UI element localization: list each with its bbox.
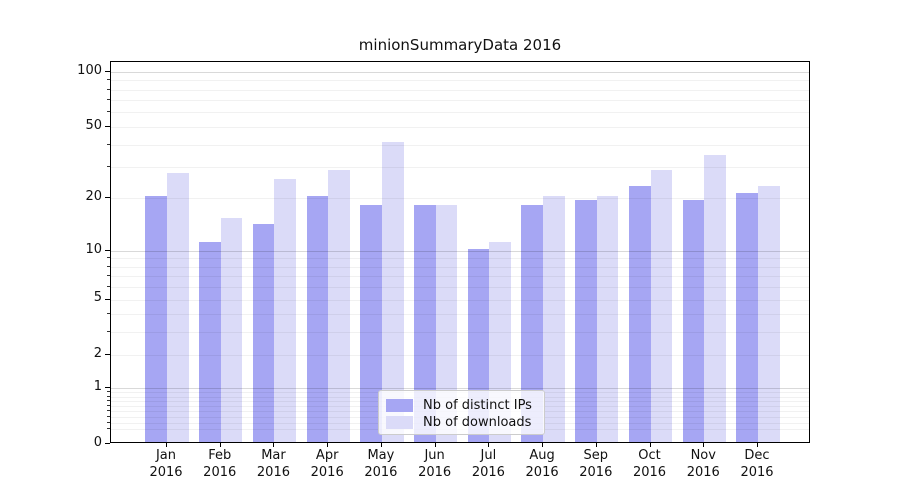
y-minor-tick-mark: [107, 99, 110, 101]
y-tick-label: 5: [93, 290, 102, 306]
x-tick-mark: [649, 443, 651, 447]
y-minor-tick-mark: [107, 313, 110, 315]
y-tick-mark: [105, 197, 110, 199]
x-tick-label: Oct 2016: [632, 448, 667, 480]
bar-nb-of-downloads: [381, 142, 404, 442]
x-tick-label: Jul 2016: [471, 448, 505, 480]
x-tick-label: Jun 2016: [418, 448, 452, 480]
bar-nb-of-downloads: [220, 218, 243, 442]
x-tick-label: May 2016: [364, 448, 398, 480]
x-tick-mark: [488, 443, 490, 447]
y-tick-mark: [105, 443, 110, 444]
y-minor-tick-mark: [107, 111, 110, 113]
x-tick-mark: [434, 443, 436, 447]
x-tick-label: Jan 2016: [149, 448, 183, 480]
x-tick-mark: [166, 443, 167, 447]
y-minor-tick-mark: [107, 410, 110, 412]
bar-nb-of-distinct-ips: [575, 200, 597, 442]
x-tick-mark: [219, 443, 221, 447]
legend-swatch-downloads: [386, 415, 413, 429]
legend-swatch-distinct-ips: [386, 398, 413, 412]
y-tick-label: 100: [77, 62, 102, 78]
x-tick-label: Apr 2016: [310, 448, 344, 480]
x-tick-label: Nov 2016: [686, 448, 720, 480]
y-tick-mark: [105, 125, 110, 127]
bars-layer: [111, 62, 809, 442]
y-tick-mark: [105, 354, 110, 356]
x-tick-label: Feb 2016: [203, 448, 237, 480]
x-tick-mark: [595, 443, 597, 447]
y-minor-tick-mark: [107, 415, 110, 417]
legend-item-downloads: Nb of downloads: [386, 414, 537, 430]
x-tick-mark: [703, 443, 705, 447]
y-minor-tick-mark: [107, 331, 110, 333]
y-minor-tick-mark: [107, 428, 110, 430]
y-tick-label: 2: [93, 346, 102, 362]
bar-nb-of-distinct-ips: [306, 196, 329, 442]
bar-nb-of-downloads: [167, 173, 189, 442]
y-minor-tick-mark: [107, 395, 110, 397]
legend: Nb of distinct IPs Nb of downloads: [378, 390, 545, 435]
y-minor-tick-mark: [107, 265, 110, 267]
y-minor-tick-mark: [107, 405, 110, 407]
bar-nb-of-distinct-ips: [360, 204, 382, 442]
bar-nb-of-downloads: [274, 179, 297, 442]
y-tick-mark: [105, 70, 110, 72]
legend-label: Nb of downloads: [423, 414, 532, 430]
y-minor-tick-mark: [107, 79, 110, 81]
x-tick-label: Sep 2016: [579, 448, 613, 480]
x-tick-mark: [273, 443, 275, 447]
y-tick-label: 1: [93, 379, 102, 395]
y-minor-tick-mark: [107, 286, 110, 288]
y-minor-tick-mark: [107, 143, 110, 145]
chart-title: minionSummaryData 2016: [358, 36, 562, 54]
y-tick-label: 10: [85, 241, 102, 257]
y-minor-tick-mark: [107, 421, 110, 423]
bar-nb-of-distinct-ips: [145, 196, 167, 442]
bar-nb-of-distinct-ips: [736, 192, 758, 442]
x-tick-label: Mar 2016: [256, 448, 290, 480]
y-tick-label: 50: [85, 117, 102, 133]
bar-nb-of-distinct-ips: [252, 223, 275, 442]
plot-area: [110, 61, 810, 443]
y-minor-tick-mark: [107, 166, 110, 167]
legend-label: Nb of distinct IPs: [423, 397, 532, 413]
bar-nb-of-downloads: [650, 170, 673, 442]
y-tick-label: 20: [85, 189, 102, 205]
bar-nb-of-downloads: [543, 196, 565, 442]
bar-nb-of-downloads: [757, 185, 780, 442]
y-minor-tick-mark: [107, 275, 110, 277]
x-tick-label: Dec 2016: [740, 448, 774, 480]
y-minor-tick-mark: [107, 88, 110, 90]
x-tick-mark: [756, 443, 758, 447]
bar-nb-of-distinct-ips: [628, 185, 651, 442]
y-tick-mark: [105, 249, 110, 251]
bar-nb-of-downloads: [704, 155, 726, 442]
y-minor-tick-mark: [107, 391, 110, 393]
x-tick-label: Aug 2016: [525, 448, 559, 480]
y-minor-tick-mark: [107, 400, 110, 402]
legend-item-distinct-ips: Nb of distinct IPs: [386, 397, 537, 413]
bar-nb-of-distinct-ips: [521, 204, 544, 442]
x-tick-mark: [380, 443, 382, 447]
x-tick-mark: [542, 443, 544, 447]
y-minor-tick-mark: [107, 257, 110, 259]
bar-nb-of-distinct-ips: [199, 241, 221, 442]
bar-nb-of-downloads: [328, 170, 350, 442]
x-tick-mark: [327, 443, 329, 447]
y-tick-mark: [105, 298, 110, 300]
bar-nb-of-distinct-ips: [414, 204, 436, 442]
y-tick-label: 0: [93, 435, 102, 450]
bar-nb-of-downloads: [435, 204, 458, 442]
y-tick-mark: [105, 387, 110, 389]
bar-nb-of-downloads: [596, 196, 619, 442]
bar-nb-of-distinct-ips: [682, 200, 705, 442]
